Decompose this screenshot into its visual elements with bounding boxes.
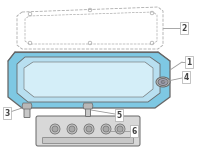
Circle shape (50, 124, 60, 134)
Polygon shape (83, 103, 93, 109)
Ellipse shape (158, 78, 168, 86)
Polygon shape (17, 57, 160, 102)
FancyBboxPatch shape (42, 137, 134, 143)
Text: 4: 4 (183, 72, 189, 81)
Ellipse shape (161, 81, 165, 83)
Text: 5: 5 (116, 111, 122, 120)
Circle shape (84, 124, 94, 134)
Text: 1: 1 (186, 57, 192, 66)
Polygon shape (24, 62, 153, 97)
Ellipse shape (156, 77, 170, 87)
Text: 6: 6 (131, 127, 137, 136)
Circle shape (52, 126, 58, 132)
FancyBboxPatch shape (24, 108, 30, 117)
Polygon shape (8, 52, 170, 108)
Circle shape (67, 124, 77, 134)
Circle shape (115, 124, 125, 134)
Text: 2: 2 (181, 24, 187, 32)
Circle shape (103, 126, 109, 132)
Circle shape (69, 126, 75, 132)
FancyBboxPatch shape (36, 116, 140, 146)
Polygon shape (22, 103, 32, 109)
Circle shape (86, 126, 92, 132)
Circle shape (101, 124, 111, 134)
Circle shape (117, 126, 123, 132)
FancyBboxPatch shape (86, 109, 90, 116)
Text: 3: 3 (4, 108, 10, 117)
